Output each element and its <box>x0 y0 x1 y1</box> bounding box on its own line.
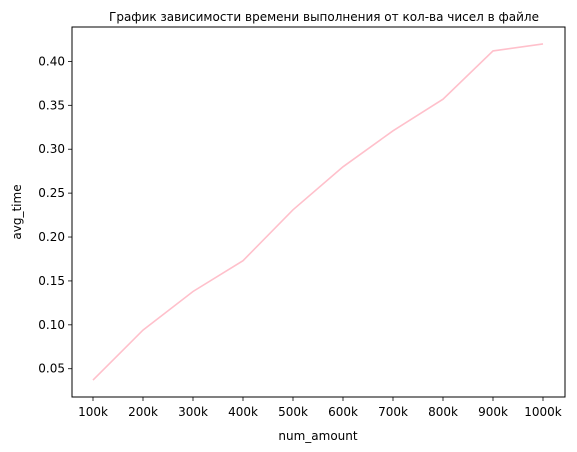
chart-title: График зависимости времени выполнения от… <box>109 10 539 24</box>
x-tick-label: 200k <box>128 405 158 419</box>
x-tick-label: 900k <box>478 405 508 419</box>
y-tick-label: 0.35 <box>38 98 65 112</box>
series-line <box>92 43 544 381</box>
y-tick-label: 0.10 <box>38 318 65 332</box>
y-tick-label: 0.05 <box>38 362 65 376</box>
y-tick-label: 0.25 <box>38 186 65 200</box>
x-axis: 100k 200k 300k 400k 500k 600k 700k 800k 900k 1000… <box>78 397 562 419</box>
x-axis-label: num_amount <box>278 429 357 443</box>
y-tick-label: 0.30 <box>38 142 65 156</box>
plot-area <box>71 26 566 398</box>
x-tick-label: 300k <box>178 405 208 419</box>
x-tick-label: 600k <box>328 405 358 419</box>
y-tick-label: 0.20 <box>38 230 65 244</box>
x-tick-label: 1000k <box>524 405 562 419</box>
y-axis: 0.05 0.10 0.15 0.20 0.25 0.30 0.35 0.40 <box>38 54 72 376</box>
y-axis-label: avg_time <box>10 184 24 239</box>
x-tick-label: 100k <box>78 405 108 419</box>
y-tick-label: 0.15 <box>38 274 65 288</box>
x-tick-label: 800k <box>428 405 458 419</box>
x-tick-label: 500k <box>278 405 308 419</box>
x-tick-label: 400k <box>228 405 258 419</box>
y-tick-label: 0.40 <box>38 54 65 68</box>
x-tick-label: 700k <box>378 405 408 419</box>
